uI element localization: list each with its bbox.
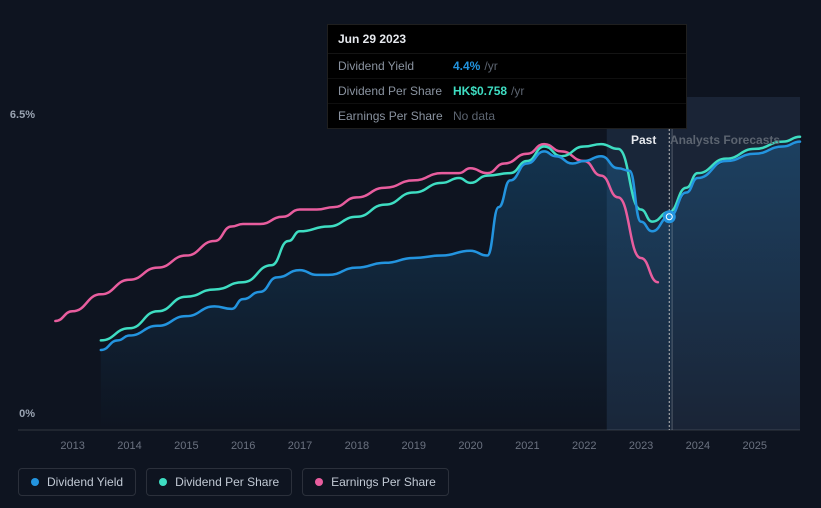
x-tick-2017: 2017 [288,440,312,452]
hover-marker-inner [667,214,672,219]
x-tick-2020: 2020 [458,440,482,452]
legend-label: Dividend Yield [47,475,123,489]
x-tick-2016: 2016 [231,440,255,452]
dividend-yield-area [101,142,800,430]
tooltip-label: Earnings Per Share [338,109,453,123]
tooltip-value: HK$0.758 [453,84,507,98]
x-tick-2018: 2018 [345,440,369,452]
chart-tooltip: Jun 29 2023 Dividend Yield4.4%/yrDividen… [327,24,687,129]
x-tick-2015: 2015 [174,440,198,452]
x-tick-2014: 2014 [117,440,141,452]
legend-dot-icon [315,478,323,486]
legend-dot-icon [159,478,167,486]
legend-dividend_yield[interactable]: Dividend Yield [18,468,136,496]
tooltip-value: No data [453,109,495,123]
x-tick-2025: 2025 [743,440,767,452]
legend-label: Dividend Per Share [175,475,279,489]
past-tag: Past [631,133,656,147]
tooltip-value: 4.4% [453,59,480,73]
tooltip-label: Dividend Per Share [338,84,453,98]
x-tick-2013: 2013 [60,440,84,452]
tooltip-suffix: /yr [484,59,497,73]
y-axis-bottom-label: 0% [19,408,35,420]
tooltip-row: Dividend Yield4.4% /yr [328,54,686,79]
x-tick-2022: 2022 [572,440,596,452]
legend-earnings_per_share[interactable]: Earnings Per Share [302,468,449,496]
x-tick-2021: 2021 [515,440,539,452]
tooltip-date: Jun 29 2023 [328,25,686,54]
tooltip-suffix: /yr [511,84,524,98]
tooltip-label: Dividend Yield [338,59,453,73]
y-axis-top-label: 6.5% [10,109,35,121]
x-tick-2023: 2023 [629,440,653,452]
x-tick-2024: 2024 [686,440,710,452]
legend-dot-icon [31,478,39,486]
forecasts-tag: Analysts Forecasts [670,133,780,147]
x-tick-2019: 2019 [401,440,425,452]
legend-dividend_per_share[interactable]: Dividend Per Share [146,468,292,496]
legend-label: Earnings Per Share [331,475,436,489]
tooltip-row: Earnings Per ShareNo data [328,104,686,128]
chart-legend: Dividend Yield Dividend Per Share Earnings… [18,468,449,496]
tooltip-row: Dividend Per ShareHK$0.758/yr [328,79,686,104]
